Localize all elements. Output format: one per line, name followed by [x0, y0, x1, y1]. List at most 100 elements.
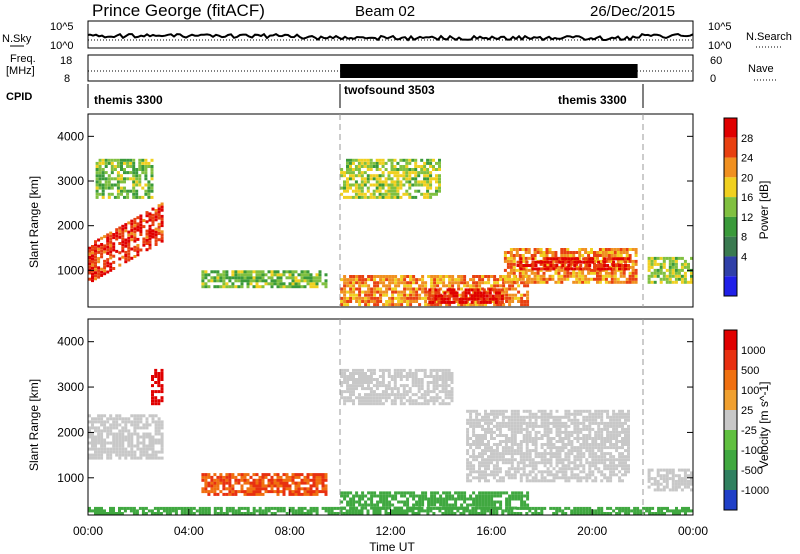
heatmap-cell [132, 177, 136, 181]
heatmap-cell [627, 443, 630, 446]
heatmap-cell [619, 248, 623, 251]
heatmap-cell [384, 161, 388, 165]
heatmap-cell [97, 512, 100, 515]
heatmap-cell [668, 477, 672, 481]
heatmap-cell [506, 274, 510, 278]
heatmap-cell [656, 274, 660, 278]
heatmap-cell [627, 267, 630, 271]
heatmap-cell [496, 281, 500, 285]
heatmap-cell [540, 434, 544, 437]
heatmap-cell [459, 512, 463, 515]
heatmap-cell [357, 189, 361, 193]
heatmap-cell [378, 368, 382, 372]
heatmap-cell [564, 260, 568, 264]
heatmap-cell [506, 265, 510, 269]
heatmap-cell [288, 276, 292, 280]
heatmap-cell [394, 278, 398, 282]
heatmap-cell [423, 375, 427, 378]
heatmap-cell [385, 500, 389, 504]
heatmap-cell [478, 497, 482, 501]
heatmap-cell [343, 189, 346, 193]
heatmap-cell [351, 168, 355, 171]
heatmap-cell [469, 473, 473, 477]
heatmap-cell [606, 421, 610, 425]
heatmap-cell [409, 290, 413, 294]
heatmap-cell [466, 418, 470, 422]
heatmap-cell [563, 254, 567, 257]
heatmap-cell [573, 427, 577, 431]
colorbar-tick-label: 28 [741, 133, 753, 145]
heatmap-cell [521, 271, 525, 275]
heatmap-cell [499, 494, 503, 498]
heatmap-cell [421, 290, 425, 294]
heatmap-cell [358, 372, 361, 375]
heatmap-cell [103, 429, 107, 433]
heatmap-cell [570, 434, 574, 437]
heatmap-cell [343, 378, 347, 381]
heatmap-cell [665, 468, 669, 472]
heatmap-cell [120, 192, 123, 196]
heatmap-cell [615, 512, 619, 515]
heatmap-cell [520, 494, 524, 498]
heatmap-cell [160, 372, 164, 375]
heatmap-cell [537, 452, 541, 456]
heatmap-cell [573, 467, 577, 471]
heatmap-cell [492, 509, 496, 513]
heatmap-cell [606, 446, 610, 450]
heatmap-cell [597, 446, 601, 450]
heatmap-cell [315, 487, 319, 491]
heatmap-cell [428, 294, 432, 298]
heatmap-cell [372, 402, 376, 406]
heatmap-cell [106, 417, 110, 421]
heatmap-cell [139, 420, 143, 424]
heatmap-cell [399, 399, 403, 403]
heatmap-cell [536, 251, 540, 254]
heatmap-cell [575, 274, 579, 278]
heatmap-cell [385, 506, 389, 510]
heatmap-cell [343, 171, 346, 175]
heatmap-cell [106, 270, 110, 274]
heatmap-cell [653, 280, 657, 284]
heatmap-cell [449, 294, 453, 298]
heatmap-cell [525, 512, 529, 515]
heatmap-cell [484, 427, 487, 431]
heatmap-cell [487, 467, 490, 471]
heatmap-cell [204, 506, 208, 510]
heatmap-cell [180, 512, 184, 515]
heatmap-cell [612, 409, 616, 413]
heatmap-cell [402, 390, 406, 394]
heatmap-cell [540, 476, 544, 480]
heatmap-cell [258, 475, 262, 479]
heatmap-cell [683, 271, 687, 275]
heatmap-cell [482, 297, 486, 301]
heatmap-cell [469, 409, 473, 413]
heatmap-cell [566, 274, 570, 278]
heatmap-cell [499, 284, 503, 288]
heatmap-cell [94, 258, 97, 262]
heatmap-cell [510, 509, 514, 513]
heatmap-cell [118, 242, 122, 245]
heatmap-cell [481, 443, 484, 446]
heatmap-cell [588, 424, 592, 428]
heatmap-cell [343, 375, 347, 378]
heatmap-cell [612, 267, 616, 271]
heatmap-cell [618, 512, 622, 515]
heatmap-cell [597, 264, 601, 267]
heatmap-cell [417, 387, 421, 391]
heatmap-cell [502, 275, 506, 278]
heatmap-cell [481, 303, 485, 307]
power-colorbar-label: Power [dB] [757, 181, 771, 240]
heatmap-cell [659, 477, 663, 481]
heatmap-cell [300, 481, 304, 485]
heatmap-cell [324, 473, 328, 477]
heatmap-cell [231, 473, 235, 477]
heatmap-cell [490, 497, 494, 501]
heatmap-cell [447, 512, 451, 515]
heatmap-cell [526, 494, 530, 498]
heatmap-cell [363, 177, 367, 181]
heatmap-cell [543, 476, 547, 480]
heatmap-cell [495, 458, 499, 462]
heatmap-cell [446, 297, 450, 301]
heatmap-cell [493, 503, 497, 507]
